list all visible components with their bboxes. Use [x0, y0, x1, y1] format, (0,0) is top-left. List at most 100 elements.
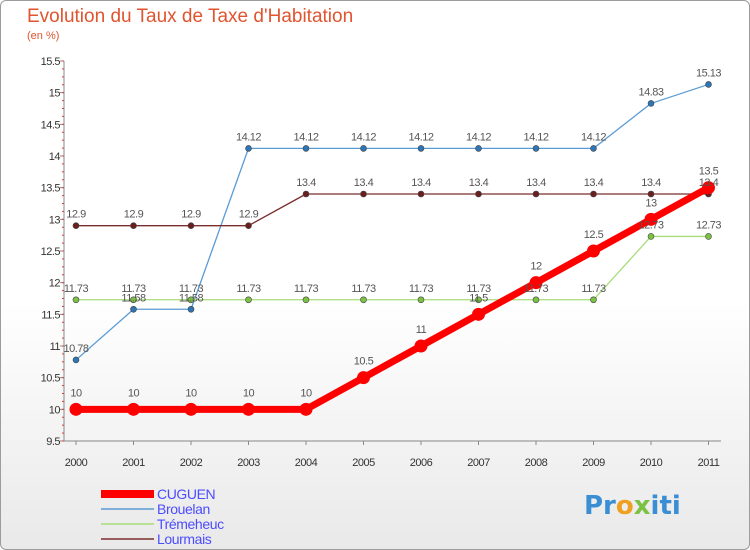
data-label: 11.5	[469, 292, 488, 304]
data-label: 11.73	[64, 283, 89, 295]
y-tick-label: 15.5	[41, 56, 61, 68]
data-label: 13.5	[699, 166, 719, 178]
data-label: 10	[70, 387, 82, 399]
y-tick-label: 10	[49, 404, 61, 416]
data-point	[532, 145, 540, 152]
data-label: 14.12	[351, 131, 376, 143]
data-point	[360, 190, 367, 198]
data-label: 12.73	[696, 219, 721, 231]
legend-label: Brouelan	[157, 501, 210, 517]
y-tick-label: 13	[49, 214, 61, 226]
data-point	[414, 339, 428, 353]
y-tick-label: 12	[49, 278, 61, 290]
data-label: 10	[185, 387, 197, 399]
data-point	[187, 305, 195, 313]
data-label: 12.9	[124, 209, 144, 221]
y-tick-label: 15	[49, 88, 61, 100]
data-point	[184, 402, 198, 416]
series-line-cuguen	[72, 184, 712, 413]
data-point	[705, 233, 712, 240]
x-tick-label: 2004	[295, 457, 318, 469]
data-point	[590, 296, 597, 304]
y-tick-label: 9.5	[46, 436, 60, 448]
x-tick-label: 2002	[180, 457, 203, 469]
data-point	[357, 371, 370, 385]
data-point	[360, 145, 367, 152]
legend-label: Trémeheuc	[157, 516, 224, 532]
chart-axes: 9.5 10 10.5 11 11.5 12 12.5 13 13.5 14 14.5 15 15.5 2…	[41, 56, 721, 469]
data-label: 13.4	[469, 177, 489, 189]
data-point	[360, 296, 367, 304]
y-tick-label: 14	[49, 151, 61, 163]
data-label: 14.12	[293, 131, 318, 143]
legend-label: CUGUEN	[157, 486, 215, 502]
data-label: 10.5	[354, 356, 374, 368]
logo-letter: i	[650, 491, 660, 521]
logo-letter: Pr	[584, 491, 616, 521]
data-label: 13	[645, 197, 657, 209]
data-label: 13.4	[641, 177, 661, 189]
data-label: 15.13	[696, 67, 721, 79]
data-label: 14.12	[523, 131, 548, 143]
series-line-lourmais	[75, 193, 710, 227]
data-label: 11.73	[524, 283, 549, 295]
data-point	[590, 190, 597, 198]
series-lines	[72, 83, 712, 413]
data-label: 11.58	[121, 292, 146, 304]
data-point	[647, 190, 655, 198]
data-point	[417, 145, 425, 152]
data-label: 11.73	[294, 283, 319, 295]
data-label: 13.4	[296, 177, 316, 189]
data-label: 11	[416, 324, 427, 336]
y-tick-label: 10.5	[41, 373, 61, 385]
y-tick-label: 14.5	[41, 119, 61, 131]
data-point	[245, 296, 252, 304]
data-point	[299, 402, 313, 416]
data-point	[187, 296, 195, 304]
logo-letter: x	[633, 491, 651, 521]
data-point	[302, 296, 310, 304]
data-point	[532, 296, 540, 304]
series-line-trémeheuc	[75, 235, 710, 301]
data-point	[302, 145, 310, 152]
data-label: 13.4	[584, 177, 604, 189]
data-point	[647, 233, 655, 240]
data-point	[475, 190, 482, 198]
x-tick-label: 2001	[122, 457, 145, 469]
data-point	[72, 296, 80, 304]
data-label: 14.12	[236, 131, 261, 143]
data-point	[72, 222, 80, 229]
x-tick-label: 2007	[467, 457, 490, 469]
data-label: 14.12	[466, 131, 491, 143]
data-point	[242, 402, 255, 416]
data-label: 12.9	[239, 209, 259, 221]
data-label: 10	[300, 387, 312, 399]
data-label: 14.12	[408, 131, 433, 143]
logo-letter: o	[615, 491, 634, 521]
series-labels: 10.78 11.58 11.58 14.12 14.12 14.12 14.12 14.12…	[63, 67, 721, 399]
data-label: 12.5	[584, 229, 604, 241]
data-point	[245, 145, 252, 152]
data-point	[590, 145, 597, 152]
data-label: 10.78	[63, 343, 88, 355]
chart-title: Evolution du Taux de Taxe d'Habitation	[27, 6, 354, 27]
x-tick-label: 2006	[410, 457, 433, 469]
data-point	[705, 81, 712, 88]
data-label: 12	[530, 261, 542, 273]
data-label: 13.4	[411, 177, 431, 189]
data-label: 11.58	[179, 292, 204, 304]
chart-subtitle: (en %)	[27, 30, 60, 42]
data-point	[702, 181, 715, 195]
data-label: 13.4	[526, 177, 546, 189]
series-markers	[69, 81, 715, 416]
data-point	[532, 190, 540, 198]
data-point	[475, 145, 482, 152]
logo-letter: ti	[659, 491, 681, 521]
data-point	[187, 222, 195, 229]
data-label: 12.9	[181, 209, 201, 221]
proxiti-logo: Proxiti	[584, 491, 681, 521]
data-point	[72, 356, 80, 364]
y-tick-label: 12.5	[41, 246, 61, 258]
data-label: 14.83	[638, 86, 663, 98]
data-point	[417, 296, 425, 304]
